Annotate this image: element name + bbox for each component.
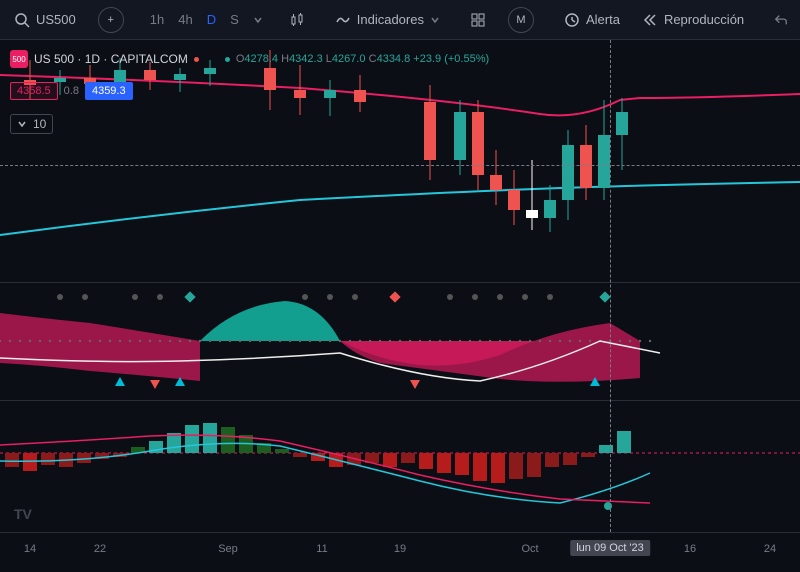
rewind-icon: [642, 12, 658, 28]
symbol-badge-icon: 500: [10, 50, 28, 68]
indicators-icon: [335, 12, 351, 28]
alert-icon: [564, 12, 580, 28]
replay-label: Reproducción: [664, 12, 744, 27]
indicators-label: Indicadores: [357, 12, 424, 27]
time-axis[interactable]: 14 22 Sep 11 19 Oct lun 09 Oct '23 16 24: [0, 532, 800, 572]
crosshair-vertical: [610, 40, 611, 532]
time-tick: 19: [394, 543, 406, 555]
tradingview-logo: TV: [14, 506, 32, 522]
lot-value: 10: [33, 117, 46, 131]
tf-d[interactable]: D: [201, 12, 222, 27]
time-tick: 16: [684, 543, 696, 555]
grid-icon: [470, 12, 486, 28]
oscillator-chart: [0, 283, 800, 399]
undo-icon: [774, 13, 788, 27]
main-chart-panel[interactable]: [0, 40, 800, 280]
ask-price[interactable]: 4359.3: [85, 82, 133, 100]
time-tick: 14: [24, 543, 36, 555]
search-icon: [14, 12, 30, 28]
undo-button[interactable]: [764, 5, 798, 35]
macd-chart: [0, 401, 800, 531]
plus-icon: +: [98, 7, 124, 33]
status-dot: [225, 57, 230, 62]
tf-1h[interactable]: 1h: [144, 12, 170, 27]
time-tick: Oct: [521, 543, 538, 555]
time-tick: 11: [316, 543, 327, 555]
indicators-button[interactable]: Indicadores: [325, 5, 450, 35]
bid-price[interactable]: 4358.5: [10, 82, 58, 100]
alert-button[interactable]: Alerta: [554, 5, 630, 35]
time-tick: 24: [764, 543, 776, 555]
time-tick: lun 09 Oct '23: [570, 540, 650, 556]
price-chart: [0, 40, 800, 280]
oscillator-panel[interactable]: [0, 282, 800, 398]
symbol-search[interactable]: US500: [4, 5, 86, 35]
candlestick-icon: [289, 12, 305, 28]
spread-value: 0.8: [64, 85, 79, 97]
tf-s[interactable]: S: [224, 12, 245, 27]
lot-selector[interactable]: 10: [10, 114, 53, 134]
tf-4h[interactable]: 4h: [172, 12, 198, 27]
alert-label: Alerta: [586, 12, 620, 27]
symbol-search-text: US500: [36, 12, 76, 27]
compare-icon: M: [508, 7, 534, 33]
price-labels: 4358.5 0.8 4359.3: [10, 82, 133, 100]
macd-panel[interactable]: [0, 400, 800, 530]
crosshair-horizontal: [0, 165, 800, 166]
status-dot: [194, 57, 199, 62]
symbol-info-row: 500 US 500 · 1D · CAPITALCOM O4278.4 H43…: [10, 50, 489, 68]
symbol-name[interactable]: US 500 · 1D · CAPITALCOM: [34, 52, 188, 66]
ohlc-readout: O4278.4 H4342.3 L4267.0 C4334.8 +23.9 (+…: [236, 53, 489, 65]
top-toolbar: US500 + 1h 4h D S Indicadores M Alerta: [0, 0, 800, 40]
chevron-down-icon: [430, 15, 440, 25]
compare-button[interactable]: M: [498, 5, 544, 35]
replay-button[interactable]: Reproducción: [632, 5, 754, 35]
chevron-down-icon: [17, 119, 27, 129]
tf-dropdown-icon[interactable]: [247, 15, 269, 25]
templates-button[interactable]: [460, 5, 496, 35]
add-symbol-button[interactable]: +: [88, 5, 134, 35]
time-tick: 22: [94, 543, 106, 555]
time-tick: Sep: [218, 543, 238, 555]
chart-style-button[interactable]: [279, 5, 315, 35]
